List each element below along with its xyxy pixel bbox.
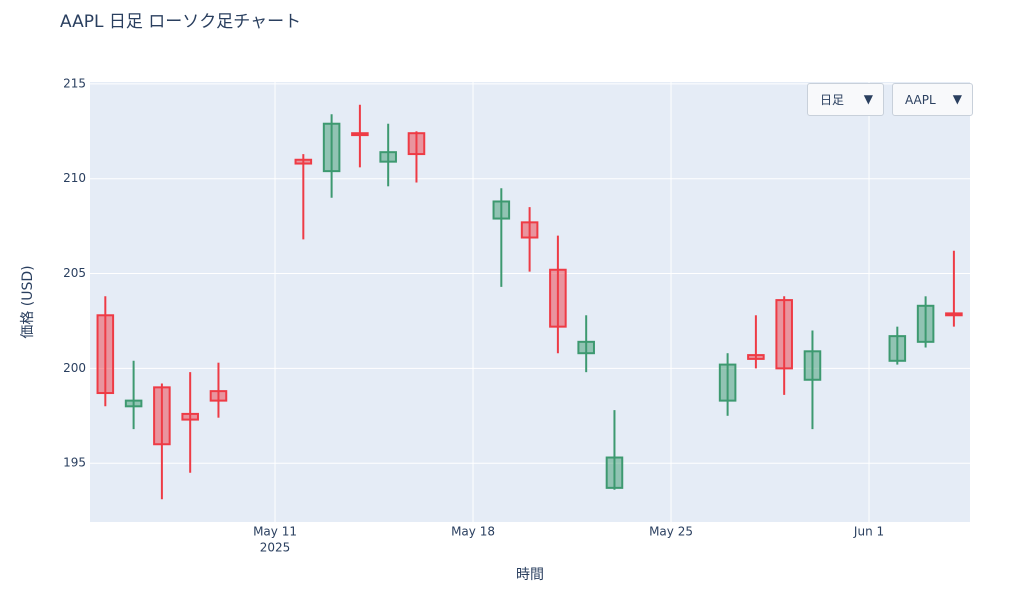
y-axis-label: 価格 (USD): [20, 265, 36, 338]
candle-body: [888, 335, 907, 362]
candle-body: [322, 122, 341, 173]
candle-body: [124, 399, 143, 408]
y-tick-label: 215: [63, 76, 86, 90]
chart-title: AAPL 日足 ローソク足チャート: [60, 12, 301, 32]
x-tick-label: Jun 1: [853, 525, 884, 539]
candle-body: [605, 456, 624, 489]
candle-body: [803, 350, 822, 381]
candle-body: [549, 268, 567, 328]
candle-body: [379, 151, 397, 163]
candle-body: [181, 412, 199, 421]
symbol-dropdown[interactable]: AAPL ▼: [892, 83, 973, 116]
candle-body: [492, 200, 511, 220]
x-tick-label: May 11: [253, 525, 297, 539]
x-tick-label: May 18: [451, 525, 495, 539]
dropdown-arrow: ▼: [952, 92, 962, 106]
candle-body: [747, 354, 765, 360]
candle-body: [96, 314, 115, 395]
candle-body: [209, 390, 228, 402]
x-tick-year: 2025: [260, 541, 291, 555]
plot-area: [90, 82, 970, 522]
x-axis-label: 時間: [516, 567, 544, 583]
candle-body: [945, 312, 963, 317]
y-tick-label: 205: [63, 266, 86, 280]
candle-body: [916, 304, 935, 343]
y-tick-label: 210: [63, 171, 86, 185]
candle-body: [577, 340, 595, 355]
dropdown-arrow: ▼: [863, 92, 873, 106]
candle-body: [153, 386, 171, 446]
dropdown-label: 日足: [820, 93, 845, 107]
candle-body: [520, 221, 539, 239]
candle-body: [294, 158, 313, 165]
y-tick-label: 200: [63, 361, 86, 375]
x-tick-label: May 25: [649, 525, 693, 539]
dropdown-label: AAPL: [905, 92, 936, 107]
y-tick-label: 195: [63, 456, 86, 470]
candle-body: [407, 132, 426, 156]
interval-dropdown[interactable]: 日足 ▼: [807, 83, 884, 116]
candle-body: [775, 299, 793, 370]
candle-body: [718, 363, 737, 402]
candle-body: [351, 132, 369, 137]
